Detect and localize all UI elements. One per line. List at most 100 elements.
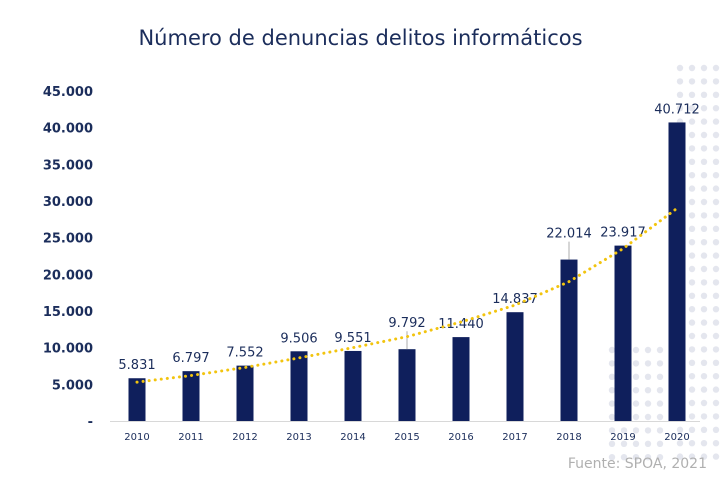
decor-dot bbox=[700, 145, 708, 152]
decor-dot bbox=[688, 306, 696, 313]
decor-dot bbox=[712, 158, 720, 165]
decor-dot bbox=[688, 118, 696, 125]
decor-dot bbox=[656, 440, 664, 447]
decor-dot bbox=[712, 145, 720, 152]
bar-2018 bbox=[560, 259, 578, 421]
decor-dot bbox=[656, 427, 664, 434]
decor-dot bbox=[688, 279, 696, 286]
bar-2014 bbox=[344, 350, 362, 421]
decor-dot bbox=[688, 78, 696, 85]
x-tick-label: 2013 bbox=[286, 432, 311, 443]
decor-dot bbox=[620, 427, 628, 434]
x-tick-label: 2019 bbox=[610, 432, 635, 443]
decor-dot bbox=[688, 346, 696, 353]
decor-dot bbox=[712, 78, 720, 85]
data-label: 14.837 bbox=[492, 292, 538, 307]
decor-dot bbox=[700, 386, 708, 393]
decor-dot bbox=[712, 386, 720, 393]
decor-dot bbox=[688, 426, 696, 433]
decor-dot bbox=[688, 332, 696, 340]
decor-dot bbox=[688, 265, 696, 273]
decor-dot bbox=[700, 292, 708, 299]
bar-2020 bbox=[668, 122, 686, 421]
decor-dot bbox=[632, 440, 640, 447]
decor-dot bbox=[688, 105, 696, 112]
decor-dot bbox=[700, 185, 708, 192]
decor-dot bbox=[632, 373, 640, 380]
chart-title: Número de denuncias delitos informáticos bbox=[138, 26, 583, 50]
decor-dot bbox=[700, 225, 708, 232]
decor-dot bbox=[676, 440, 684, 447]
decor-dot bbox=[712, 306, 720, 313]
x-tick-label: 2011 bbox=[178, 432, 203, 443]
bar-2019 bbox=[614, 245, 632, 421]
y-tick-label: 10.000 bbox=[43, 342, 93, 357]
decor-dot bbox=[700, 172, 708, 179]
decor-dot bbox=[700, 319, 708, 326]
x-tick-label: 2010 bbox=[124, 432, 149, 443]
decor-dot bbox=[688, 252, 696, 259]
decor-dot bbox=[700, 118, 708, 125]
decor-dot bbox=[644, 346, 652, 354]
decor-dot bbox=[712, 198, 720, 206]
decor-dot bbox=[676, 426, 684, 433]
decor-dot bbox=[608, 440, 616, 447]
decor-dot bbox=[656, 360, 664, 367]
decor-dot bbox=[700, 91, 708, 99]
decor-dot bbox=[688, 212, 696, 219]
data-label: 6.797 bbox=[172, 351, 209, 366]
decor-dot bbox=[700, 198, 708, 206]
decor-dot bbox=[688, 399, 696, 407]
decor-dot bbox=[676, 64, 684, 72]
decor-dot bbox=[688, 319, 696, 326]
decor-dot bbox=[712, 332, 720, 340]
decor-dot bbox=[712, 118, 720, 125]
decor-dot bbox=[676, 453, 684, 460]
decor-dot bbox=[608, 387, 616, 394]
data-label: 7.552 bbox=[226, 346, 263, 361]
decor-dot bbox=[644, 413, 652, 421]
decor-dot bbox=[644, 360, 652, 367]
decor-dot bbox=[688, 359, 696, 366]
x-tick-label: 2017 bbox=[502, 432, 527, 443]
decor-dot bbox=[700, 440, 708, 447]
decor-dot bbox=[688, 373, 696, 380]
decor-dot bbox=[632, 427, 640, 434]
y-tick-label: 20.000 bbox=[43, 268, 93, 283]
decor-dot bbox=[632, 454, 640, 461]
bar-2012 bbox=[236, 365, 254, 421]
bar-2011 bbox=[182, 371, 200, 421]
decor-dot bbox=[700, 212, 708, 219]
decor-dot bbox=[712, 91, 720, 99]
data-label: 23.917 bbox=[600, 226, 646, 241]
decor-dot bbox=[644, 387, 652, 394]
decor-dot bbox=[656, 400, 664, 407]
decor-dot bbox=[712, 346, 720, 353]
decor-dot bbox=[688, 292, 696, 299]
decor-dot bbox=[676, 105, 684, 112]
decor-dot bbox=[700, 265, 708, 273]
data-label: 40.712 bbox=[654, 102, 700, 117]
x-tick-label: 2015 bbox=[394, 432, 419, 443]
decor-dot bbox=[676, 78, 684, 85]
decor-dot bbox=[700, 158, 708, 165]
y-tick-label: 5.000 bbox=[52, 378, 93, 393]
decor-dot bbox=[656, 454, 664, 461]
decor-dot bbox=[632, 400, 640, 407]
decor-dot bbox=[608, 454, 616, 461]
decor-dot bbox=[712, 105, 720, 112]
decor-dot bbox=[712, 239, 720, 246]
decor-dot bbox=[700, 279, 708, 286]
decor-dot bbox=[700, 252, 708, 259]
decor-dot bbox=[656, 373, 664, 380]
decor-dot bbox=[656, 387, 664, 394]
decor-dot bbox=[688, 158, 696, 165]
trendline bbox=[135, 206, 679, 384]
y-tick-label: - bbox=[88, 415, 93, 430]
decor-dot bbox=[700, 332, 708, 340]
y-tick-label: 25.000 bbox=[43, 232, 93, 247]
decor-dot bbox=[608, 427, 616, 434]
source-note: Fuente: SPOA, 2021 bbox=[567, 456, 707, 472]
decor-dot bbox=[700, 346, 708, 353]
